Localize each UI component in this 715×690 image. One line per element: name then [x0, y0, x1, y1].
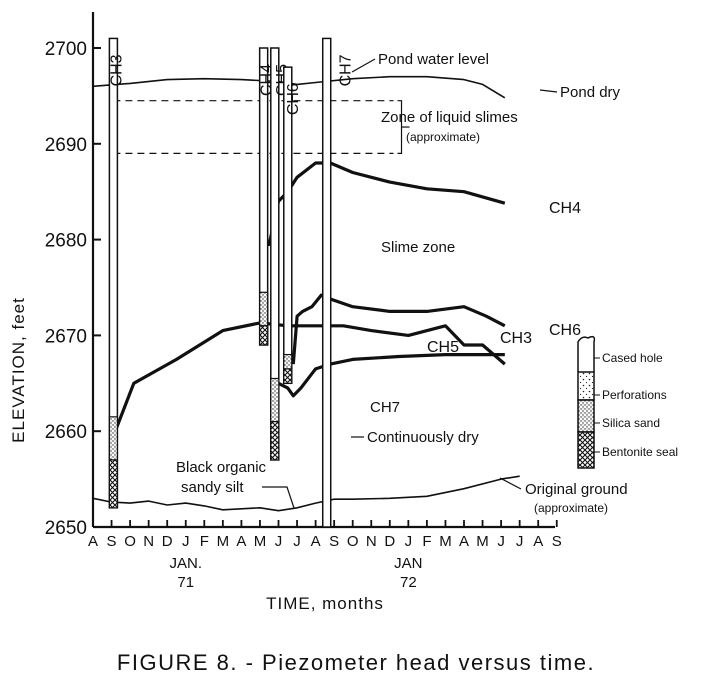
series-line-ch4 [260, 161, 506, 246]
x-tick-label: M [217, 533, 230, 550]
x-tick-label: J [405, 533, 413, 550]
x-tick-label: M [254, 533, 267, 550]
x-tick-label: A [459, 533, 469, 550]
annotation-slime-zone: Slime zone [381, 239, 455, 256]
well-ch7: CH7 [321, 37, 355, 528]
legend-swatch-silica-sand [577, 399, 595, 433]
series-line-ch5 [277, 353, 505, 398]
series-line-ch6 [291, 293, 506, 365]
x-tick-label: A [311, 533, 321, 550]
x-tick-label: F [200, 533, 209, 550]
y-ticks: 2650 2660 2670 2680 2690 2700 [45, 39, 101, 539]
x-year-value: 72 [400, 574, 417, 591]
well-casing [321, 37, 332, 528]
x-axis-title: TIME, months [266, 594, 384, 613]
annotation-pond-dry: Pond dry [560, 84, 621, 101]
y-axis-title: ELEVATION, feet [9, 297, 28, 443]
well-ch3: CH3 [108, 37, 125, 509]
series-label-ch6: CH6 [549, 322, 581, 339]
x-tick-label: D [384, 533, 395, 550]
well-label-ch6: CH6 [285, 83, 302, 115]
annotation-ch7-label: CH7 [370, 399, 400, 416]
x-tick-label: A [533, 533, 543, 550]
annotation-black-silt-1: Black organic [176, 459, 267, 476]
pond-dry-leader [539, 89, 558, 93]
x-tick-label: O [347, 533, 359, 550]
y-tick-label-2700: 2700 [45, 39, 87, 60]
liquid-slimes-zone [113, 100, 410, 154]
well-label-ch7: CH7 [338, 54, 355, 86]
x-tick-label: F [422, 533, 431, 550]
x-year-label: JAN [394, 555, 422, 572]
annotation-original-ground-2: (approximate) [534, 501, 608, 515]
x-tick-label: M [476, 533, 489, 550]
annotation-liquid-slimes-1: Zone of liquid slimes [381, 109, 518, 126]
series-line-ch3 [111, 321, 506, 437]
annotation-black-silt-2: sandy silt [181, 479, 244, 496]
pond-water-level-leader [351, 58, 376, 73]
legend: Cased hole Perforations Silica sand Bentoni… [577, 335, 678, 469]
well-seal [259, 325, 269, 346]
x-tick-label: J [293, 533, 301, 550]
original-ground-leader [499, 477, 522, 490]
x-tick-label: N [366, 533, 377, 550]
legend-swatch-bentonite-seal [577, 431, 595, 469]
y-tick-label-2660: 2660 [45, 422, 87, 443]
y-tick-label-2670: 2670 [45, 326, 87, 347]
well-label-ch3: CH3 [108, 54, 125, 86]
x-tick-label: D [162, 533, 173, 550]
legend-swatch-perforations [577, 371, 595, 401]
x-tick-label: S [552, 533, 562, 550]
y-tick-label-2690: 2690 [45, 135, 87, 156]
legend-item-bentonite-seal: Bentonite seal [602, 445, 678, 459]
annotation-continuously-dry: Continuously dry [367, 429, 479, 446]
legend-item-cased-hole: Cased hole [602, 351, 663, 365]
x-tick-label: J [497, 533, 505, 550]
x-tick-label: S [329, 533, 339, 550]
y-tick-label-2680: 2680 [45, 231, 87, 252]
annotation-original-ground: Original ground [525, 481, 628, 498]
well-seal [108, 459, 119, 509]
x-tick-label: J [275, 533, 283, 550]
x-tick-label: A [88, 533, 98, 550]
x-tick-label: J [182, 533, 190, 550]
well-sand [283, 353, 293, 370]
series-label-ch3: CH3 [500, 330, 532, 347]
x-tick-label: A [236, 533, 246, 550]
series-line-original-ground [92, 475, 520, 512]
legend-swatch-cased-hole [577, 335, 596, 372]
y-tick-label-2650: 2650 [45, 518, 87, 539]
series-line-pond-water-level [92, 75, 506, 99]
x-year-label: JAN. [169, 555, 202, 572]
well-ch6: CH6 [283, 66, 302, 385]
x-tick-label: N [143, 533, 154, 550]
black-silt-leader [262, 486, 295, 509]
well-seal [283, 368, 293, 384]
x-tick-label: O [124, 533, 136, 550]
x-tick-label: M [439, 533, 452, 550]
legend-item-perforations: Perforations [602, 388, 667, 402]
x-tick-label: J [516, 533, 524, 550]
annotation-pond-water-level: Pond water level [378, 51, 489, 68]
legend-item-silica-sand: Silica sand [602, 416, 660, 430]
x-tick-label: S [107, 533, 117, 550]
annotations: Pond water level Pond dry Zone of liquid s… [176, 51, 628, 515]
series-label-ch4: CH4 [549, 200, 581, 217]
series-label-ch5: CH5 [427, 339, 459, 356]
well-sand [108, 416, 119, 461]
well-seal [270, 421, 280, 461]
annotation-liquid-slimes-2: (approximate) [406, 130, 480, 144]
x-year-value: 71 [177, 574, 194, 591]
well-sand [270, 377, 280, 423]
well-sand [259, 291, 269, 327]
figure-caption: FIGURE 8. - Piezometer head versus time. [117, 650, 595, 675]
